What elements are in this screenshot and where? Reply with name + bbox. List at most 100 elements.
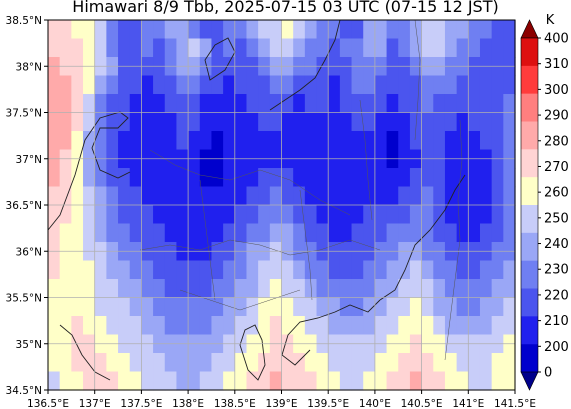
- field-cell: [59, 205, 72, 225]
- prefecture-border: [299, 189, 313, 301]
- field-cell: [409, 38, 423, 58]
- field-cell: [281, 186, 294, 206]
- field-cell: [188, 279, 201, 299]
- field-cell: [269, 371, 283, 391]
- colorbar-tick-label: 290: [544, 109, 569, 124]
- field-cell: [118, 316, 131, 336]
- field-cell: [281, 279, 294, 299]
- field-cell: [293, 168, 306, 188]
- field-cell: [339, 38, 353, 58]
- field-cell: [316, 316, 329, 336]
- field-cell: [234, 131, 248, 151]
- field-cell: [223, 186, 236, 206]
- field-cell: [188, 353, 201, 373]
- colorbar-tick-label: 260: [544, 186, 569, 201]
- field-cell: [188, 38, 201, 58]
- field-cell: [234, 223, 248, 243]
- field-cell: [281, 112, 294, 132]
- field-cell: [281, 353, 294, 373]
- field-cell: [211, 112, 224, 132]
- field-cell: [199, 131, 213, 151]
- field-cell: [363, 223, 376, 243]
- field-cell: [398, 223, 411, 243]
- field-cell: [433, 223, 446, 243]
- field-cell: [351, 205, 364, 225]
- field-cell: [479, 20, 493, 40]
- field-cell: [199, 112, 213, 132]
- field-cell: [59, 186, 72, 206]
- lon-tick-label: 140.5°E: [401, 398, 443, 409]
- field-cell: [258, 186, 271, 206]
- field-cell: [141, 316, 154, 336]
- field-cell: [316, 131, 329, 151]
- field-cell: [328, 353, 341, 373]
- field-cell: [304, 186, 318, 206]
- field-cell: [234, 371, 248, 391]
- field-cell: [164, 112, 178, 132]
- field-cell: [188, 205, 201, 225]
- field-cell: [351, 371, 364, 391]
- field-cell: [363, 38, 376, 58]
- field-cell: [479, 316, 493, 336]
- field-cell: [83, 316, 96, 336]
- field-cell: [129, 223, 143, 243]
- field-cell: [59, 20, 72, 40]
- field-cell: [246, 371, 259, 391]
- colorbar-tick-label: 210: [544, 314, 569, 329]
- field-cell: [234, 112, 248, 132]
- field-cell: [409, 94, 423, 114]
- field-cell: [444, 75, 458, 95]
- lat-tick-label: 37.5°N: [6, 108, 42, 120]
- field-cell: [503, 186, 516, 206]
- coastline: [47, 111, 131, 231]
- field-cell: [363, 20, 376, 40]
- field-cell: [351, 353, 364, 373]
- field-cell: [409, 260, 423, 280]
- field-cell: [398, 260, 411, 280]
- field-cell: [491, 205, 504, 225]
- field-cell: [479, 223, 493, 243]
- field-cell: [141, 371, 154, 391]
- field-cell: [456, 279, 469, 299]
- field-cell: [258, 223, 271, 243]
- field-cell: [421, 279, 434, 299]
- field-cell: [71, 371, 84, 391]
- field-cell: [421, 316, 434, 336]
- field-cell: [374, 168, 388, 188]
- field-cell: [491, 38, 504, 58]
- field-cell: [118, 297, 131, 317]
- field-cell: [351, 223, 364, 243]
- field-cell: [94, 353, 107, 373]
- field-cell: [211, 223, 224, 243]
- field-cell: [398, 279, 411, 299]
- field-cell: [83, 186, 96, 206]
- field-cell: [293, 75, 306, 95]
- field-cell: [176, 297, 189, 317]
- field-cell: [83, 38, 96, 58]
- field-cell: [503, 205, 516, 225]
- field-cell: [328, 205, 341, 225]
- field-cell: [164, 94, 178, 114]
- colorbar-band: [521, 232, 538, 261]
- field-cell: [316, 371, 329, 391]
- field-cell: [363, 297, 376, 317]
- field-cell: [118, 353, 131, 373]
- field-cell: [234, 94, 248, 114]
- colorbar-tick-label: 270: [544, 160, 569, 175]
- field-cell: [386, 223, 399, 243]
- field-cell: [94, 20, 107, 40]
- field-cell: [129, 316, 143, 336]
- field-cell: [491, 371, 504, 391]
- field-cell: [269, 279, 283, 299]
- field-cell: [456, 316, 469, 336]
- field-cell: [304, 112, 318, 132]
- field-cell: [456, 20, 469, 40]
- field-cell: [409, 112, 423, 132]
- field-cell: [106, 168, 119, 188]
- field-cell: [409, 371, 423, 391]
- field-cell: [421, 186, 434, 206]
- field-cell: [456, 38, 469, 58]
- field-cell: [71, 75, 84, 95]
- field-cell: [83, 223, 96, 243]
- field-cell: [118, 131, 131, 151]
